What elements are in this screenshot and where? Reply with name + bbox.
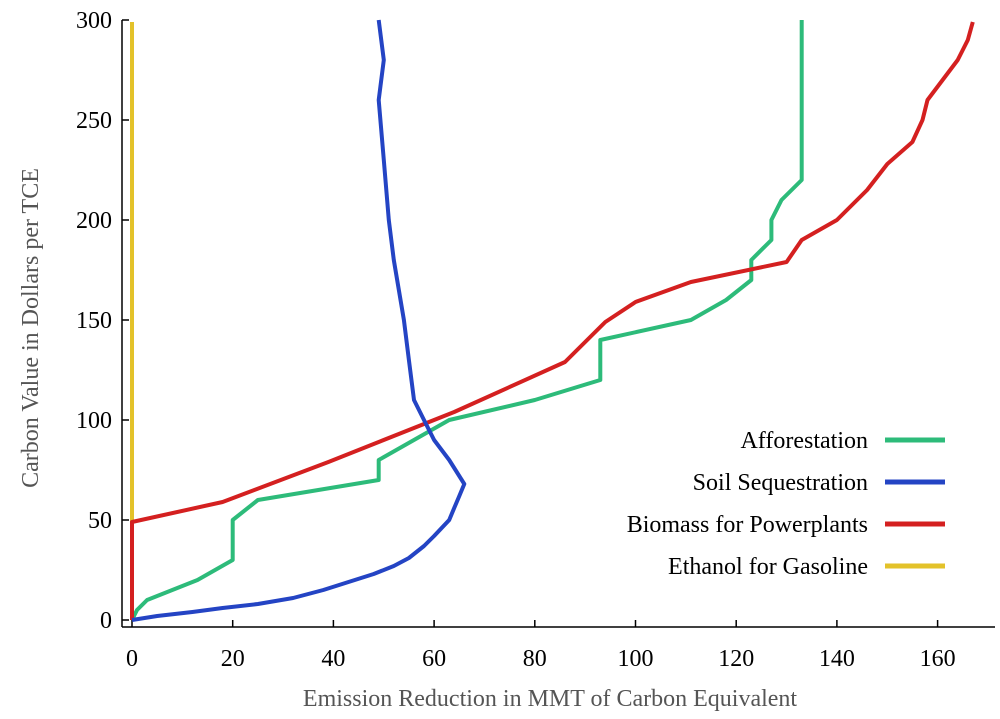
series-line-soil-sequestration [131, 19, 467, 622]
plot-area [121, 20, 995, 628]
legend: Afforestation Soil Sequestration Biomass f… [627, 428, 945, 580]
y-tick-label: 150 [76, 308, 112, 334]
legend-label: Biomass for Powerplants [627, 512, 868, 538]
x-tick-label: 80 [523, 646, 547, 672]
series-line-afforestation [130, 20, 804, 621]
x-tick-label: 120 [718, 646, 754, 672]
legend-label: Soil Sequestration [693, 470, 868, 496]
legend-label: Ethanol for Gasoline [668, 554, 868, 580]
y-tick-label: 50 [88, 508, 112, 534]
x-tick-label: 40 [321, 646, 345, 672]
y-tick-label: 250 [76, 108, 112, 134]
series-layer [130, 19, 975, 622]
x-ticks: 0 20 40 60 80 100 120 140 160 [126, 620, 956, 672]
legend-label: Afforestation [740, 428, 868, 454]
series-line-biomass-for-powerplants [130, 21, 975, 620]
x-axis-title: Emission Reduction in MMT of Carbon Equi… [303, 686, 798, 712]
y-tick-label: 200 [76, 208, 112, 234]
x-tick-label: 60 [422, 646, 446, 672]
x-tick-label: 0 [126, 646, 138, 672]
y-axis-title: Carbon Value in Dollars per TCE [18, 168, 44, 488]
y-tick-label: 0 [100, 608, 112, 634]
y-tick-label: 300 [76, 8, 112, 34]
y-ticks: 0 50 100 150 200 250 300 [76, 8, 129, 634]
x-tick-label: 100 [618, 646, 654, 672]
y-tick-label: 100 [76, 408, 112, 434]
x-tick-label: 140 [819, 646, 855, 672]
x-tick-label: 20 [221, 646, 245, 672]
x-tick-label: 160 [920, 646, 956, 672]
